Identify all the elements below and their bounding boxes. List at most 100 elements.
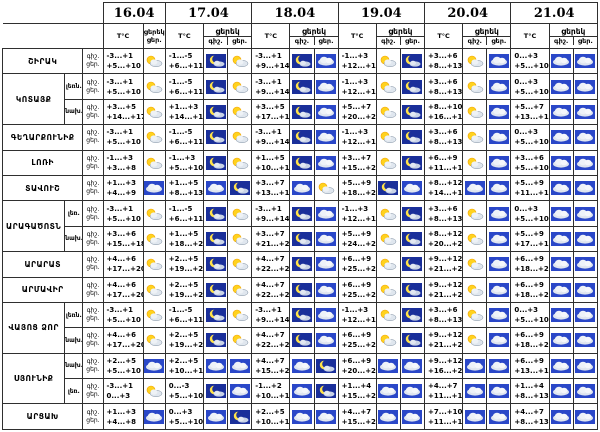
sun-icon [375,149,401,176]
day-temp: +11...+16 [514,189,549,198]
cloud-icon [399,403,426,430]
day-temp: +12...+17 [341,62,376,71]
sun-icon [142,124,166,151]
period-labels: գիշ. ցեր. [82,327,104,354]
temp-col-header: T°C [337,23,377,49]
region-name: ՇԻՐԱԿ [1,47,84,75]
temperature-cell: -1...+3 +5...+10 [164,149,204,176]
moon-icon [289,276,315,303]
day-temp: +21...+23 [255,239,290,248]
night-temp: -3...+1 [255,204,282,213]
cloud-icon [572,327,599,354]
period-labels: գիշ. ցեր. [82,352,104,380]
subregion-label: նախ. [64,225,84,253]
temperature-cell: +1...+3 +4...+9 [102,174,144,202]
night-temp: 0...+3 [514,306,539,315]
day-temp: +21...+23 [428,341,463,350]
icon-col-sub: գիշ. ցեր. [204,35,251,45]
night-temp: -1...+3 [341,77,369,86]
day-temp: +19...+21 [168,265,204,274]
night-temp: -3...+1 [106,52,134,61]
day-temp: +10...+15 [255,392,290,401]
temperature-cell: +4...+7+22...+24 [251,276,291,303]
temperature-cell: +4...+7+15...+20 [251,352,291,380]
temperature-cell: +4...+7+11...+16 [424,378,464,405]
day-temp: +8...+13 [514,417,549,426]
moon-icon [399,73,426,100]
moon-icon [289,327,315,354]
forecast-body: ՇԻՐԱԿ գիշ. ցեր. -3...+1 +5...+10 -1...-5 +6...… [1,47,599,430]
night-temp: +3...+7 [341,153,372,162]
temperature-cell: +6...+9+25...+27 [337,327,377,354]
cloud-icon [142,174,166,202]
night-temp: +5...+9 [341,179,372,188]
cloud-icon [548,251,574,278]
date-header-row: 16.04 17.04 18.04 19.04 20.04 21.04 [2,2,598,24]
night-temp: 0...+3 [514,204,539,213]
icon-col-sub: գիշ. ցեր. [377,35,424,45]
day-temp: +18...+20 [168,239,204,248]
temperature-cell: +2...+5+10...+15 [251,403,291,430]
day-label: ցեր. [86,137,100,145]
moon-icon [289,251,315,278]
temperature-cell: +6...+9+25...+27 [337,251,377,278]
night-label: գիշ. [86,332,100,340]
night-temp: +4...+7 [255,280,285,289]
temperature-cell: +3...+5+17...+19 [251,98,291,126]
sun-icon [227,276,253,303]
moon-icon [313,378,339,405]
day-col-label: ցեր. [577,36,593,45]
day-temp: +11...+16 [428,392,463,401]
cloud-icon [548,174,574,202]
cloud-icon [572,174,599,202]
cloud-icon [486,149,512,176]
day-label: ցեր. [86,86,100,94]
sun-icon [227,149,253,176]
subregion-label: լեռ. [64,378,84,405]
cloud-icon [572,149,599,176]
cloud-icon [142,403,166,430]
moon-icon [202,73,229,100]
night-temp: +6...+9 [514,331,544,340]
day-temp: +5...+10 [106,62,141,71]
day-temp: +20...+22 [428,239,463,248]
temp-col-header: T°C [164,23,204,49]
night-col-label: գիշ. [377,36,401,45]
temperature-cell: +6...+9+18...+20 [510,327,550,354]
date-cell: 17.04 [164,2,253,24]
night-temp: -1...+3 [341,128,369,137]
day-temp: +22...+24 [255,341,290,350]
sun-icon [227,251,253,278]
region-row: ԱՐԱԳԱԾՈՏՆ լեռ. գիշ. ցեր. -3...+1 +5...+10 -1..… [1,200,599,253]
night-temp: +4...+7 [514,407,544,416]
temp-col-header: T°C [102,23,144,49]
date-cell: 16.04 [102,2,166,24]
day-temp: +5...+10 [514,87,549,96]
day-temp: +5...+10 [106,87,141,96]
cloud-icon [572,73,599,100]
cloud-icon [548,73,574,100]
temperature-cell: +5...+9+18...+23 [337,174,377,202]
cloud-icon [486,276,512,303]
period-labels: գիշ. ցեր. [82,73,104,100]
night-temp: -3...+1 [106,128,134,137]
sun-icon [227,200,253,227]
day-temp: +6...+11 [168,138,204,147]
night-label: գիշ. [86,205,100,213]
day-temp: +14...+19 [428,189,463,198]
cloud-icon [548,225,574,253]
day-temp: 0...+3 [106,392,131,401]
sun-icon [375,327,401,354]
day-col-label: ցեր. [404,36,420,45]
night-temp: +1...+4 [514,382,544,391]
day-label: ցեր. [86,238,100,246]
night-label: գիշ. [86,103,100,111]
day-temp: +25...+27 [341,341,376,350]
night-temp: +1...+4 [341,382,372,391]
day-temp: +17...+19 [255,112,290,121]
temperature-cell: +3...+6 +8...+13 [424,301,464,329]
temperature-cell: -3...+1 +9...+14 [251,47,291,75]
cloud-icon [548,276,574,303]
cloud-icon [227,352,253,380]
night-temp: +5...+9 [514,179,544,188]
